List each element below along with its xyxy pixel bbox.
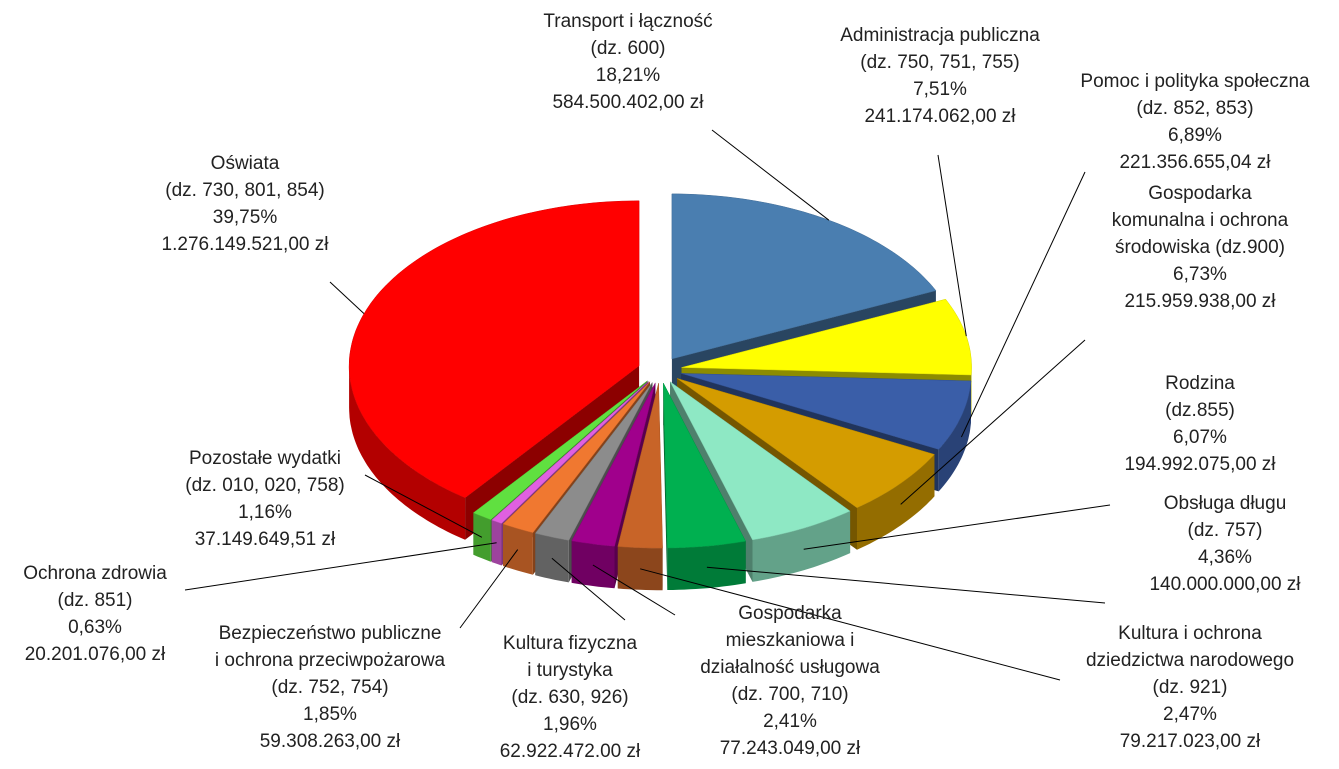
slice-side: [349, 365, 466, 540]
slice-side: [667, 541, 746, 590]
data-label: Oświata (dz. 730, 801, 854) 39,75% 1.276.1…: [162, 150, 329, 258]
label-percent: 0,63%: [68, 617, 122, 638]
label-amount: 37.149.649,51 zł: [194, 529, 336, 550]
leader-line: [900, 339, 1086, 505]
label-percent: 6,89%: [1168, 125, 1222, 146]
slice-top: [534, 382, 653, 541]
data-label: Ochrona zdrowia (dz. 851) 0,63% 20.201.076…: [23, 560, 167, 668]
label-percent: 39,75%: [212, 207, 278, 228]
slice-side: [752, 511, 851, 582]
leader-line: [706, 566, 1106, 604]
data-label: Kultura i ochrona dziedzictwa narodowego…: [1086, 620, 1294, 755]
data-label: Pomoc i polityka społeczna (dz. 852, 853…: [1080, 68, 1309, 176]
data-label: Gospodarka komunalna i ochrona środowisk…: [1112, 180, 1288, 315]
label-name: Pozostałe wydatki (dz. 010, 020, 758): [185, 448, 345, 496]
leader-line: [364, 474, 483, 538]
slice-top: [676, 378, 935, 509]
leader-line: [551, 557, 626, 621]
label-name: Rodzina (dz.855): [1165, 373, 1235, 421]
label-percent: 2,47%: [1163, 704, 1217, 725]
leader-line: [937, 154, 967, 337]
label-name: Gospodarka komunalna i ochrona środowisk…: [1111, 183, 1289, 258]
label-percent: 7,51%: [913, 79, 967, 100]
data-label: Obsługa długu (dz. 757) 4,36% 140.000.000,…: [1149, 490, 1300, 598]
data-label: Bezpieczeństwo publiczne i ochrona przec…: [215, 620, 445, 755]
leader-line: [459, 549, 519, 629]
data-label: Administracja publiczna (dz. 750, 751, 7…: [840, 22, 1040, 130]
slice: [663, 382, 747, 590]
data-label: Rodzina (dz.855) 6,07% 194.992.075,00 zł: [1124, 370, 1275, 478]
label-name: Obsługa długu (dz. 757): [1163, 493, 1287, 541]
label-name: Bezpieczeństwo publiczne i ochrona przec…: [214, 623, 446, 698]
label-percent: 6,07%: [1173, 427, 1227, 448]
label-percent: 6,73%: [1173, 264, 1227, 285]
label-amount: 194.992.075,00 zł: [1124, 454, 1276, 475]
slice-side: [473, 512, 491, 562]
label-amount: 62.922.472.00 zł: [499, 741, 641, 762]
label-name: Kultura i ochrona dziedzictwa narodowego…: [1085, 623, 1295, 698]
slice-side: [535, 533, 569, 583]
data-label: Kultura fizyczna i turystyka (dz. 630, 9…: [500, 630, 641, 765]
leader-line: [711, 129, 830, 221]
label-name: Kultura fizyczna i turystyka (dz. 630, 9…: [502, 633, 638, 708]
slice: [617, 383, 663, 591]
label-amount: 1.276.149.521,00 zł: [161, 234, 329, 255]
slice-top: [663, 382, 747, 549]
slice-side: [571, 540, 615, 589]
label-name: Oświata (dz. 730, 801, 854): [165, 153, 325, 201]
label-amount: 20.201.076,00 zł: [24, 644, 166, 665]
slice-top: [617, 383, 663, 549]
slice-top: [491, 381, 649, 524]
label-percent: 18,21%: [595, 65, 661, 86]
slice-top: [669, 381, 851, 541]
label-amount: 584.500.402,00 zł: [552, 92, 704, 113]
slice-top: [502, 381, 651, 533]
slice-top: [472, 380, 648, 520]
slice-top: [571, 382, 656, 547]
data-label: Transport i łączność (dz. 600) 18,21% 584.…: [543, 8, 712, 116]
label-amount: 79.217.023,00 zł: [1119, 731, 1261, 752]
label-percent: 1,16%: [238, 502, 292, 523]
label-percent: 4,36%: [1198, 547, 1252, 568]
label-amount: 215.959.938,00 zł: [1124, 291, 1276, 312]
label-name: Administracja publiczna (dz. 750, 751, 7…: [840, 25, 1040, 73]
label-percent: 1,85%: [303, 704, 357, 725]
leader-line: [329, 281, 365, 314]
label-amount: 221.356.655,04 zł: [1119, 152, 1271, 173]
label-amount: 77.243.049,00 zł: [719, 738, 861, 759]
leader-line: [803, 504, 1111, 550]
label-percent: 2,41%: [763, 711, 817, 732]
label-name: Ochrona zdrowia (dz. 851): [23, 563, 167, 611]
leader-line: [640, 568, 1061, 681]
label-amount: 59.308.263,00 zł: [259, 731, 401, 752]
label-amount: 140.000.000,00 zł: [1149, 574, 1301, 595]
slice-top: [348, 200, 640, 499]
label-name: Gospodarka mieszkaniowa i działalność us…: [700, 603, 880, 705]
slice-wall: [663, 383, 668, 590]
leader-line: [184, 542, 497, 591]
slice-side: [857, 454, 935, 550]
label-percent: 1,96%: [543, 714, 597, 735]
data-label: Gospodarka mieszkaniowa i działalność us…: [700, 600, 880, 762]
label-amount: 241.174.062,00 zł: [864, 106, 1016, 127]
label-name: Transport i łączność (dz. 600): [543, 11, 713, 59]
leader-line: [960, 171, 1086, 438]
slice-side: [503, 524, 533, 575]
data-label: Pozostałe wydatki (dz. 010, 020, 758) 1,1…: [185, 445, 345, 553]
slice-top: [681, 373, 972, 450]
slice-side: [617, 546, 663, 591]
label-name: Pomoc i polityka społeczna (dz. 852, 853…: [1080, 71, 1310, 119]
leader-line: [592, 564, 676, 616]
